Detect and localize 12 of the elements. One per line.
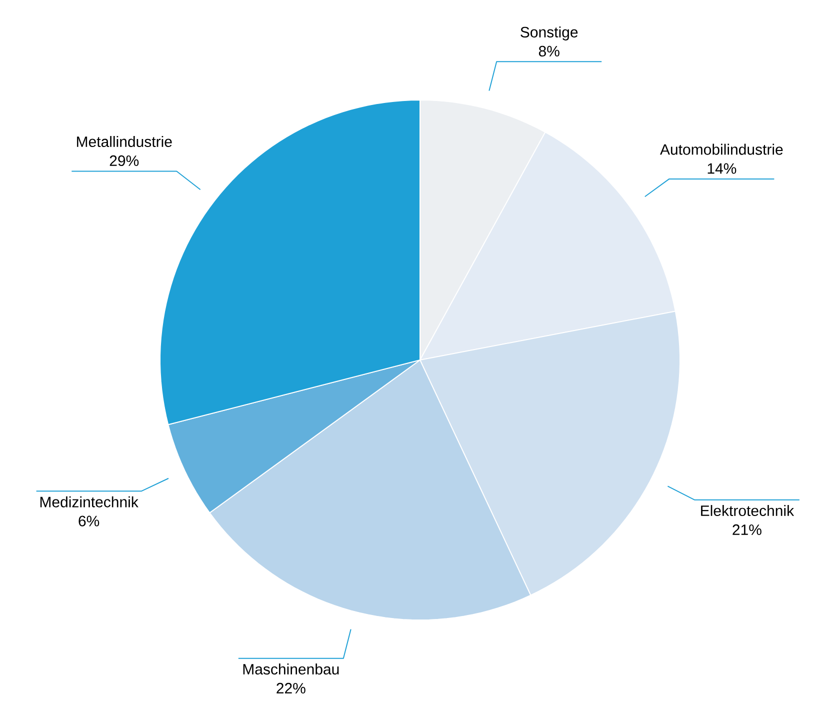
slice-label: Medizintechnik	[40, 496, 138, 508]
slice-label: Sonstige	[520, 26, 578, 40]
data-label: 22%	[276, 682, 306, 694]
data-label: 6%	[78, 516, 100, 526]
slice-label: Maschinenbau	[243, 664, 339, 675]
data-label: 8%	[538, 46, 560, 56]
data-label: 21%	[732, 524, 762, 535]
slice-label: Metallindustrie	[77, 136, 172, 148]
data-label: 14%	[708, 163, 736, 174]
data-label: 29%	[110, 155, 139, 166]
slice-label: Automobilindustrie	[660, 144, 783, 155]
slice-label: Elektrotechnik	[701, 505, 794, 516]
